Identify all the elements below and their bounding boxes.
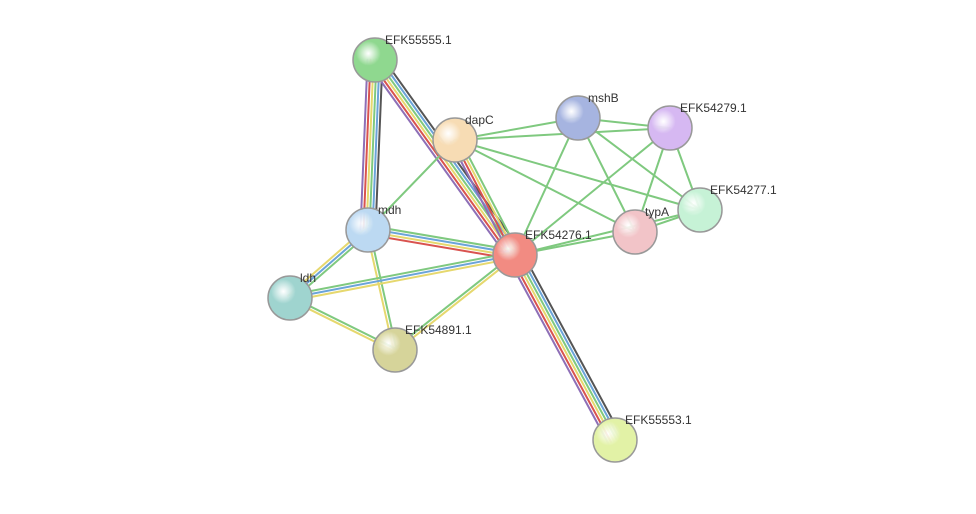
nodes-layer xyxy=(268,38,722,462)
node-EFK55555_1[interactable] xyxy=(353,38,397,82)
node-EFK54276_1[interactable] xyxy=(493,233,537,277)
edge xyxy=(511,257,611,442)
node-typA[interactable] xyxy=(613,210,657,254)
node-dapC[interactable] xyxy=(433,118,477,162)
edge xyxy=(522,251,622,436)
edge xyxy=(516,254,616,439)
node-mshB[interactable] xyxy=(556,96,600,140)
edge xyxy=(394,254,514,349)
edge xyxy=(290,255,515,298)
edge xyxy=(371,63,511,258)
node-EFK54891_1[interactable] xyxy=(373,328,417,372)
edge xyxy=(508,259,608,444)
node-EFK54277_1[interactable] xyxy=(678,188,722,232)
node-EFK54279_1[interactable] xyxy=(648,106,692,150)
edge xyxy=(519,253,619,438)
edge xyxy=(514,256,614,441)
node-EFK55553_1[interactable] xyxy=(593,418,637,462)
node-ldh[interactable] xyxy=(268,276,312,320)
network-graph xyxy=(0,0,976,514)
node-mdh[interactable] xyxy=(346,208,390,252)
